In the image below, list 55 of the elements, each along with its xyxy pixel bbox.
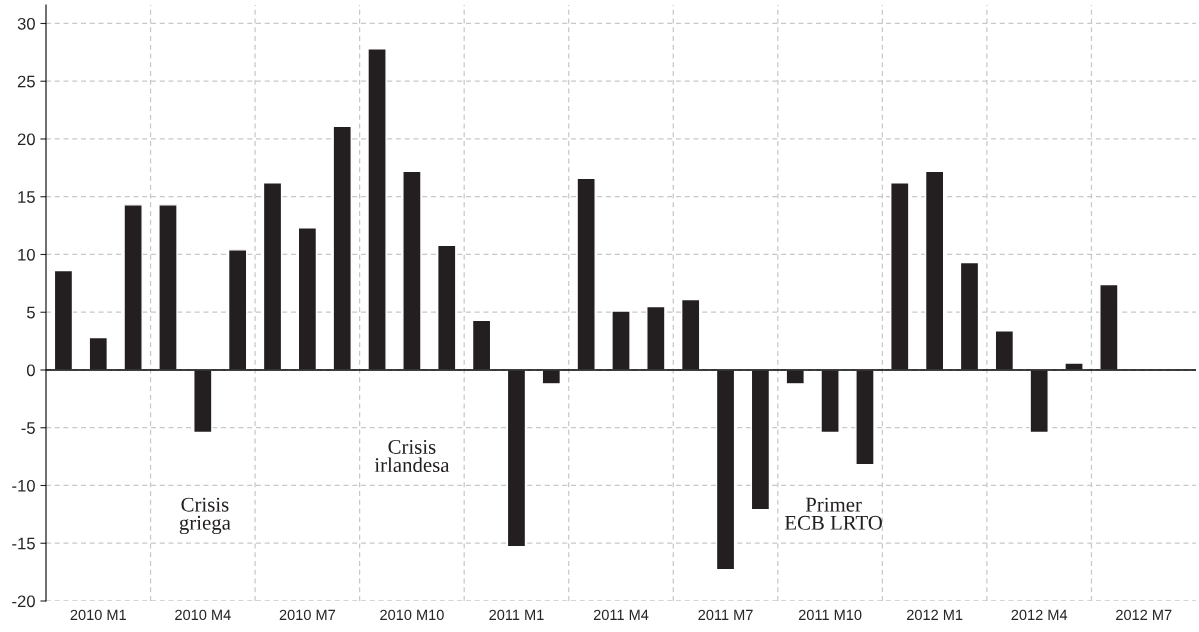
bar <box>227 249 248 371</box>
bar <box>855 369 875 466</box>
annotation: Crisis irlandesa <box>374 439 450 473</box>
x-tick-label: 2010 M4 <box>175 609 231 621</box>
bar <box>820 369 840 434</box>
x-tick-label: 2011 M4 <box>593 609 649 621</box>
y-tick-label: -10 <box>12 479 35 492</box>
annotation: Crisis griega <box>179 497 231 535</box>
bar <box>1099 283 1119 371</box>
y-tick-label: 20 <box>17 133 35 146</box>
x-tick-label: 2010 M1 <box>70 609 126 621</box>
bar <box>890 182 910 371</box>
y-tick-label: 25 <box>17 75 35 88</box>
bar <box>437 244 457 371</box>
bar <box>123 204 143 371</box>
bar <box>959 261 980 371</box>
x-tick-label: 2012 M7 <box>1116 609 1172 621</box>
bar <box>53 269 74 371</box>
bar <box>262 182 283 371</box>
x-tick-label: 2011 M10 <box>798 609 862 621</box>
bar <box>750 369 771 511</box>
bar <box>332 125 352 371</box>
bar <box>924 170 945 371</box>
y-tick-label: 15 <box>18 191 35 203</box>
bar <box>402 170 422 371</box>
bar <box>785 369 805 385</box>
bar <box>541 369 562 385</box>
y-tick-label: -5 <box>21 422 35 434</box>
bar <box>646 305 666 371</box>
bar <box>297 227 318 371</box>
x-tick-label: 2010 M10 <box>380 609 444 621</box>
y-tick-label: 10 <box>18 248 35 261</box>
x-tick-label: 2012 M1 <box>907 609 963 621</box>
y-tick-label: -15 <box>12 537 35 550</box>
x-tick-label: 2010 M7 <box>279 609 336 621</box>
bar <box>611 310 631 371</box>
y-tick-label: 0 <box>26 364 35 377</box>
bar <box>193 369 213 434</box>
bar <box>506 369 527 548</box>
bar <box>994 330 1015 371</box>
y-tick-label: 30 <box>17 17 35 30</box>
bar <box>715 369 736 571</box>
bar <box>576 177 596 371</box>
bar <box>471 319 492 371</box>
x-tick-label: 2011 M7 <box>698 609 753 621</box>
y-tick-label: -20 <box>12 595 35 608</box>
bar <box>88 336 109 371</box>
y-tick-label: 5 <box>26 306 35 319</box>
bar <box>680 298 701 371</box>
x-tick-label: 2011 M1 <box>489 609 544 621</box>
bar <box>158 204 178 371</box>
bar <box>1029 369 1049 434</box>
x-tick-label: 2012 M4 <box>1011 609 1068 621</box>
bar <box>367 48 387 371</box>
annotation: Primer ECB LRTO <box>784 497 882 530</box>
